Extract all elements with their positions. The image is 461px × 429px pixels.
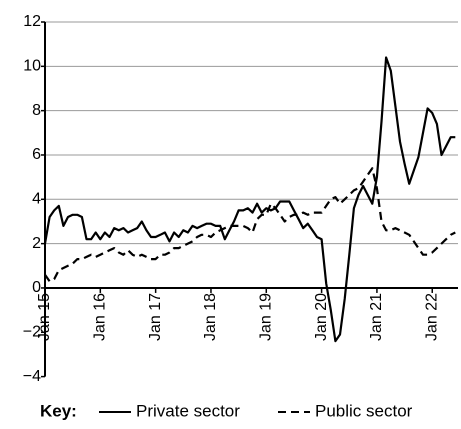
legend-label: Public sector xyxy=(315,401,413,420)
y-tick-label: 4 xyxy=(32,191,41,208)
series-line xyxy=(44,167,456,283)
legend-label: Private sector xyxy=(136,401,240,420)
y-tick-label: 12 xyxy=(23,13,41,30)
y-tick-label: 0 xyxy=(32,279,41,296)
x-tick-label: Jan 20 xyxy=(313,293,330,341)
legend-title: Key: xyxy=(40,401,77,420)
y-tick-label: 8 xyxy=(32,102,41,119)
series-line xyxy=(43,56,456,343)
x-tick-label: Jan 15 xyxy=(36,293,53,341)
y-tick-label: 6 xyxy=(32,146,41,163)
x-tick-label: Jan 17 xyxy=(147,293,164,341)
x-tick-label: Jan 16 xyxy=(92,293,109,341)
x-tick-label: Jan 21 xyxy=(368,293,385,341)
y-tick-label: −2 xyxy=(23,323,41,340)
x-tick-label: Jan 18 xyxy=(202,293,219,341)
y-tick-label: 10 xyxy=(23,58,41,75)
y-tick-label: −4 xyxy=(23,368,41,385)
y-tick-label: 2 xyxy=(32,235,41,252)
x-tick-label: Jan 22 xyxy=(423,293,440,341)
x-tick-label: Jan 19 xyxy=(257,293,274,341)
